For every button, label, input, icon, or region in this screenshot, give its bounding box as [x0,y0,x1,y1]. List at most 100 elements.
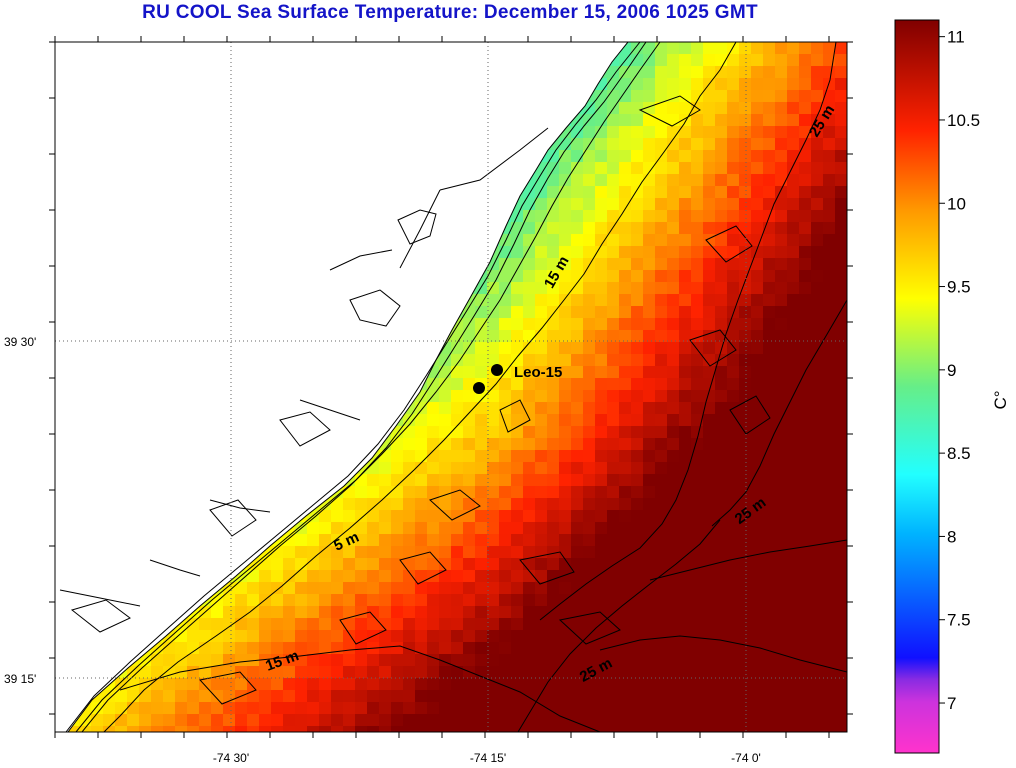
sst-pixel [739,414,752,427]
sst-pixel [727,126,740,139]
sst-pixel [487,330,500,343]
sst-pixel [691,306,704,319]
sst-pixel [691,90,704,103]
sst-pixel [787,282,800,295]
sst-pixel [811,702,824,715]
sst-pixel [463,402,476,415]
sst-pixel [247,618,260,631]
sst-pixel [679,666,692,679]
sst-pixel [835,162,847,175]
sst-pixel [691,222,704,235]
sst-pixel [763,666,776,679]
sst-pixel [595,246,608,259]
sst-pixel [559,390,572,403]
sst-pixel [787,42,800,55]
sst-pixel [487,690,500,703]
sst-pixel [655,690,668,703]
sst-pixel [559,690,572,703]
sst-pixel [811,426,824,439]
sst-pixel [703,222,716,235]
sst-pixel [811,66,824,79]
sst-pixel [679,150,692,163]
sst-pixel [823,366,836,379]
sst-pixel [319,690,332,703]
station-marker [491,364,503,376]
sst-pixel [739,330,752,343]
sst-pixel [823,426,836,439]
sst-pixel [631,642,644,655]
sst-pixel [511,522,524,535]
sst-pixel [823,486,836,499]
sst-pixel [403,702,416,715]
sst-pixel [379,534,392,547]
sst-pixel [667,330,680,343]
sst-pixel [283,690,296,703]
sst-pixel [799,90,812,103]
sst-pixel [619,318,632,331]
sst-pixel [811,126,824,139]
sst-pixel [667,726,680,732]
sst-pixel [715,438,728,451]
sst-pixel [355,642,368,655]
sst-pixel [571,174,584,187]
sst-pixel [631,294,644,307]
sst-pixel [631,630,644,643]
sst-pixel [235,654,248,667]
sst-pixel [835,426,847,439]
sst-pixel [811,78,824,91]
sst-pixel [667,438,680,451]
sst-pixel [427,546,440,559]
sst-pixel [439,378,452,391]
sst-pixel [835,474,847,487]
sst-pixel [295,582,308,595]
sst-pixel [763,162,776,175]
sst-pixel [715,654,728,667]
sst-pixel [751,450,764,463]
sst-pixel [91,726,104,732]
sst-pixel [499,498,512,511]
sst-pixel [679,210,692,223]
sst-pixel [823,234,836,247]
sst-pixel [571,126,584,139]
sst-pixel [415,414,428,427]
sst-pixel [835,330,847,343]
sst-pixel [379,558,392,571]
sst-pixel [811,366,824,379]
sst-pixel [679,390,692,403]
sst-pixel [763,582,776,595]
sst-pixel [439,690,452,703]
sst-pixel [319,570,332,583]
sst-pixel [487,342,500,355]
sst-pixel [535,222,548,235]
sst-pixel [295,570,308,583]
sst-pixel [595,258,608,271]
sst-pixel [523,618,536,631]
sst-pixel [775,630,788,643]
sst-pixel [643,546,656,559]
sst-pixel [619,366,632,379]
sst-pixel [499,462,512,475]
sst-pixel [679,138,692,151]
sst-pixel [319,726,332,732]
sst-pixel [667,558,680,571]
sst-pixel [475,318,488,331]
sst-pixel [715,186,728,199]
sst-pixel [643,474,656,487]
sst-pixel [331,510,344,523]
sst-pixel [379,522,392,535]
sst-pixel [739,54,752,67]
sst-pixel [439,618,452,631]
sst-pixel [583,174,596,187]
sst-pixel [451,534,464,547]
sst-pixel [499,618,512,631]
sst-pixel [811,90,824,103]
sst-pixel [583,126,596,139]
sst-pixel [583,210,596,223]
sst-pixel [415,534,428,547]
sst-pixel [571,222,584,235]
sst-pixel [487,510,500,523]
sst-pixel [103,726,116,732]
sst-pixel [763,714,776,727]
sst-pixel [631,546,644,559]
sst-pixel [775,474,788,487]
